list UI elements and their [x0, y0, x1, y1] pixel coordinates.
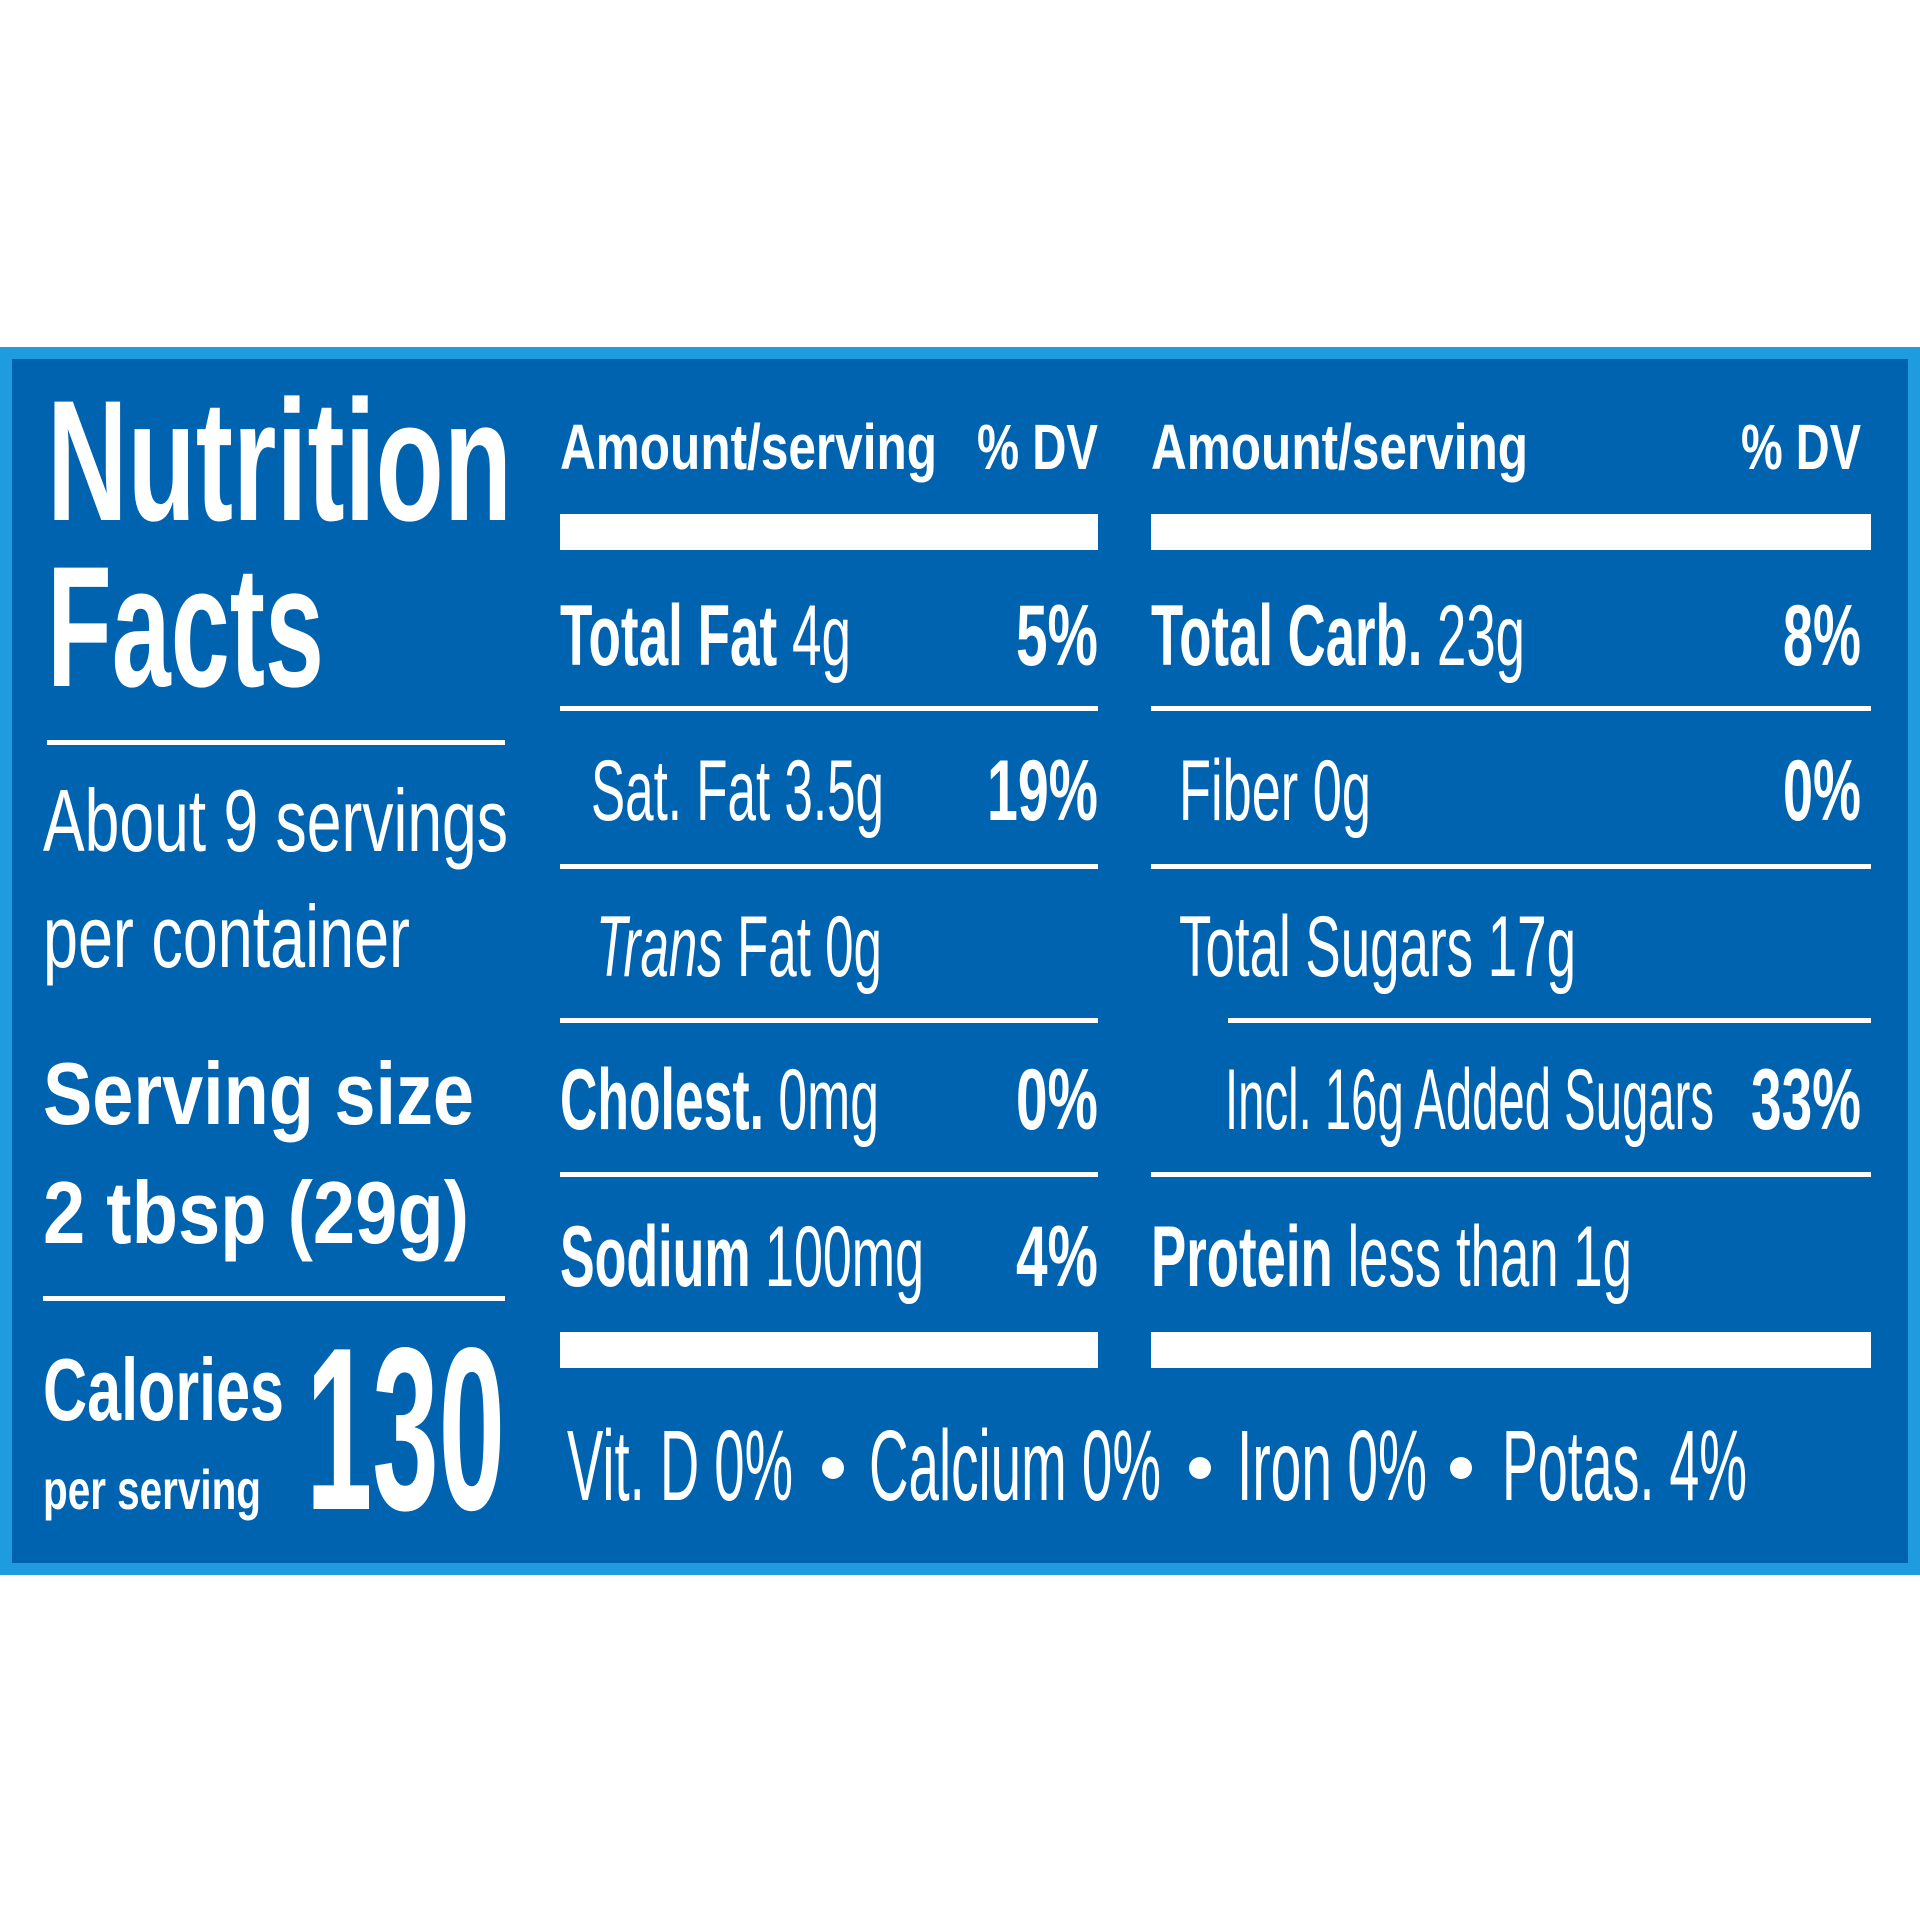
nutrient-row-part: Fat [737, 899, 811, 995]
micronutrient: Calcium 0% [869, 1410, 1161, 1522]
rule [43, 1296, 505, 1301]
calories-label: Calories [43, 1340, 284, 1439]
title: Nutrition [47, 365, 512, 557]
micronutrient-part: Potas. 4% [1502, 1410, 1747, 1522]
serving-size-value-part: 2 tbsp (29g) [43, 1163, 469, 1262]
nutrient-row-part: 0mg [778, 1052, 879, 1148]
daily-value-part: 4% [1016, 1209, 1098, 1305]
micronutrient-part: Iron 0% [1237, 1410, 1427, 1522]
nutrient-row-part: Protein [1151, 1209, 1333, 1305]
serving-size-label-part: Serving size [43, 1044, 474, 1143]
nutrient-row-part: Sodium [560, 1209, 751, 1305]
nutrient-row: Incl. 16g Added Sugars [1225, 1052, 1714, 1148]
title-part: Nutrition [47, 365, 512, 557]
servings: About 9 servings [43, 771, 508, 870]
rule [560, 864, 1098, 869]
column-header: Amount/serving [1151, 411, 1528, 483]
rule [560, 706, 1098, 711]
nutrient-row-part: Trans [596, 899, 723, 995]
nutrient-row-part: 3.5g [784, 743, 884, 839]
micronutrient: Vit. D 0% [567, 1410, 793, 1522]
nutrient-row: Cholest. 0mg [560, 1052, 879, 1148]
nutrient-row: Sodium 100mg [560, 1209, 924, 1305]
rule [1151, 864, 1871, 869]
nutrient-row-part: Cholest. [560, 1052, 764, 1148]
nutrient-row-part: 4g [792, 588, 851, 684]
thick-bar [1151, 514, 1871, 550]
servings: per container [43, 887, 410, 986]
rule [1151, 1172, 1871, 1177]
micronutrient: Iron 0% [1237, 1410, 1427, 1522]
nutrient-row-part: Total Fat [560, 588, 777, 684]
separator-dot [822, 1457, 844, 1479]
column-header-part: % DV [977, 411, 1098, 483]
nutrient-row: Total Carb. 23g [1151, 588, 1525, 684]
separator-dot [1450, 1457, 1472, 1479]
column-header: % DV [977, 411, 1098, 483]
daily-value: 4% [1016, 1209, 1098, 1305]
nutrient-row-part: Incl. 16g Added Sugars [1225, 1052, 1714, 1148]
daily-value-part: 0% [1016, 1052, 1098, 1148]
nutrient-row: Protein less than 1g [1151, 1209, 1632, 1305]
nutrient-row-part: Fiber [1179, 743, 1298, 839]
calories-sublabel-part: per serving [43, 1458, 261, 1521]
column-header-part: Amount/serving [560, 411, 937, 483]
rule [560, 1172, 1098, 1177]
daily-value-part: 19% [987, 743, 1098, 839]
servings-part: About 9 servings [43, 771, 508, 870]
daily-value: 33% [1751, 1052, 1861, 1148]
rule [1151, 706, 1871, 711]
calories-value-part: 130 [306, 1300, 505, 1559]
nutrient-row: Fiber 0g [1179, 743, 1371, 839]
daily-value-part: 0% [1783, 743, 1861, 839]
rule [1228, 1018, 1871, 1023]
rule [560, 1018, 1098, 1023]
column-header: % DV [1741, 411, 1861, 483]
micronutrient-part: Vit. D 0% [567, 1410, 793, 1522]
micronutrient-part: Calcium 0% [869, 1410, 1161, 1522]
nutrient-row: Trans Fat 0g [596, 899, 882, 995]
daily-value: 8% [1783, 588, 1861, 684]
separator-dot [1189, 1457, 1211, 1479]
column-header: Amount/serving [560, 411, 937, 483]
daily-value: 19% [987, 743, 1098, 839]
servings-part: per container [43, 887, 410, 986]
nutrient-row: Total Fat 4g [560, 588, 851, 684]
thick-bar [1151, 1332, 1871, 1368]
daily-value-part: 8% [1783, 588, 1861, 684]
column-header-part: Amount/serving [1151, 411, 1528, 483]
thick-bar [560, 514, 1098, 550]
daily-value: 0% [1783, 743, 1861, 839]
serving-size-value: 2 tbsp (29g) [43, 1163, 469, 1262]
nutrient-row-part: 0g [825, 899, 882, 995]
daily-value-part: 5% [1016, 588, 1098, 684]
nutrient-row-part: Total Carb. [1151, 588, 1422, 684]
calories-label-part: Calories [43, 1340, 284, 1439]
nutrient-row: Total Sugars 17g [1179, 899, 1576, 995]
thick-bar [560, 1332, 1098, 1368]
title: Facts [47, 531, 324, 723]
nutrient-row-part: 23g [1437, 588, 1525, 684]
nutrient-row-part: 100mg [765, 1209, 924, 1305]
serving-size-label: Serving size [43, 1044, 474, 1143]
calories-sublabel: per serving [43, 1458, 261, 1521]
column-header-part: % DV [1741, 411, 1861, 483]
nutrient-row-part: 17g [1488, 899, 1576, 995]
nutrient-row-part: less than 1g [1347, 1209, 1632, 1305]
daily-value-part: 33% [1751, 1052, 1861, 1148]
calories-value: 130 [306, 1300, 505, 1559]
rule [47, 740, 505, 745]
daily-value: 0% [1016, 1052, 1098, 1148]
micronutrient: Potas. 4% [1502, 1410, 1747, 1522]
nutrient-row-part: Total Sugars [1179, 899, 1473, 995]
nutrient-row-part: 0g [1313, 743, 1371, 839]
nutrient-row: Sat. Fat 3.5g [591, 743, 884, 839]
daily-value: 5% [1016, 588, 1098, 684]
nutrient-row-part: Sat. Fat [591, 743, 770, 839]
title-part: Facts [47, 531, 324, 723]
